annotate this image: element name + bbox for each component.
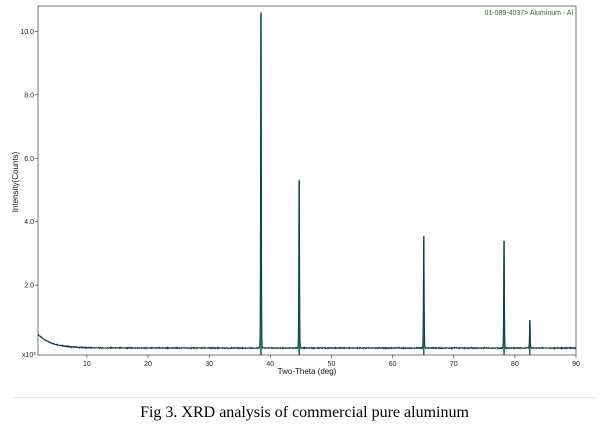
tick-labels: 10 20 30 40 50 60 70 80 90 2.0 4.0 6.0 8.0 10.0	[20, 29, 580, 368]
x-tick-label: 90	[572, 361, 580, 368]
x-tick-label: 80	[511, 361, 519, 368]
x-tick-label: 60	[389, 361, 397, 368]
y-tick-label: 2.0	[24, 283, 34, 290]
y-axis-title: Intensity(Counts)	[11, 151, 20, 212]
x-tick-label: 10	[83, 361, 91, 368]
figure-caption: Fig 3. XRD analysis of commercial pure a…	[140, 404, 469, 421]
plot-frame	[37, 5, 577, 356]
x-tick-label: 30	[205, 361, 213, 368]
x-tick-label: 40	[266, 361, 274, 368]
y-multiplier-label: x10³	[22, 352, 36, 359]
caption-separator	[12, 397, 597, 398]
x-tick-label: 20	[144, 361, 152, 368]
x-axis-title: Two-Theta (deg)	[278, 367, 337, 376]
x-tick-label: 70	[450, 361, 458, 368]
axis-ticks	[35, 31, 577, 358]
y-tick-label: 10.0	[20, 29, 34, 36]
x-tick-label: 50	[328, 361, 336, 368]
peak-layer	[260, 12, 531, 355]
reference-label: 01-089-4037> Aluminum - Al	[484, 10, 573, 17]
xrd-pattern-line	[37, 15, 577, 351]
xrd-chart: 10 20 30 40 50 60 70 80 902.04.06.08.010.0 x10³ …	[11, 5, 580, 376]
y-tick-label: 6.0	[24, 156, 34, 163]
y-tick-label: 8.0	[24, 92, 34, 99]
y-tick-label: 4.0	[24, 219, 34, 226]
